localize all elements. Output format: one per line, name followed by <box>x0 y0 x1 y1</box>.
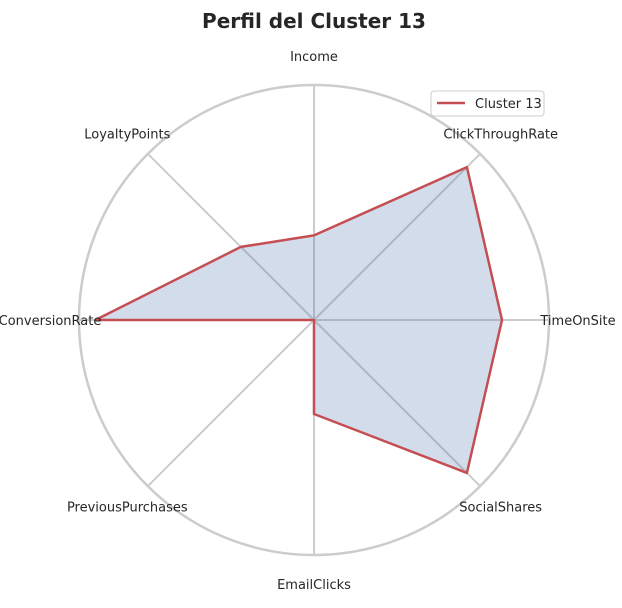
axis-label-loyaltypoints: LoyaltyPoints <box>84 127 170 142</box>
series-layer <box>95 167 502 473</box>
axis-label-emailclicks: EmailClicks <box>277 578 351 593</box>
chart-title: Perfil del Cluster 13 <box>202 9 426 33</box>
axis-label-previouspurchases: PreviousPurchases <box>67 501 188 516</box>
axis-label-socialshares: SocialShares <box>459 501 542 516</box>
axis-label-timeonsite: TimeOnSite <box>539 314 615 329</box>
spoke-previouspurchases <box>148 320 314 486</box>
axis-labels: TimeOnSite ClickThroughRate Income LoyaltyP… <box>0 50 616 593</box>
axis-label-income: Income <box>290 50 338 65</box>
legend-label: Cluster 13 <box>475 97 542 112</box>
axis-label-clickthroughrate: ClickThroughRate <box>443 127 558 142</box>
axis-label-conversionrate: ConversionRate <box>0 314 101 329</box>
legend: Cluster 13 <box>431 91 544 116</box>
